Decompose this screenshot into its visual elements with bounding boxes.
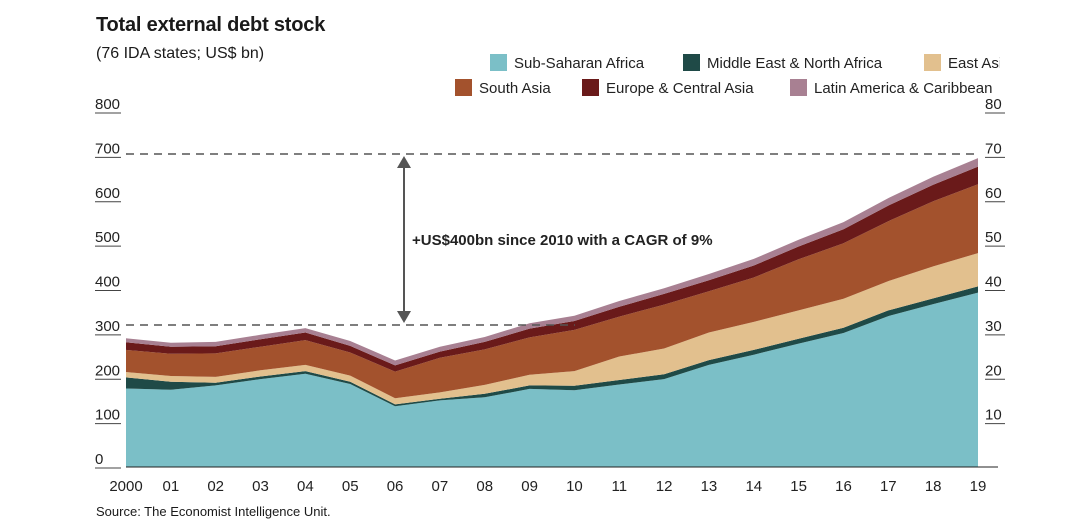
legend-swatch [490, 54, 507, 71]
x-tick-label: 09 [521, 478, 538, 495]
area-east-asia [126, 253, 978, 405]
legend-items: Sub-Saharan Africa Middle East & North Af… [455, 54, 1011, 97]
legend-label: South Asia [479, 80, 551, 97]
legend-swatch [790, 79, 807, 96]
y-tick-label-right: 10 [985, 407, 1002, 424]
legend-label: Sub-Saharan Africa [514, 55, 645, 72]
y-tick-label: 0 [95, 451, 103, 468]
area-south-asia [126, 184, 978, 399]
x-tick-label: 19 [970, 478, 987, 495]
x-tick-label: 13 [701, 478, 718, 495]
y-tick-label-right: 50 [985, 229, 1002, 246]
x-tick-label: 06 [387, 478, 404, 495]
area-latin-america-caribbean [126, 158, 978, 366]
axes: 0100200300400500600700800102030405060708… [95, 96, 1005, 495]
y-tick-label-right: 40 [985, 274, 1002, 291]
y-tick-label: 600 [95, 185, 120, 202]
y-tick-label-right: 20 [985, 362, 1002, 379]
area-europe-central-asia [126, 166, 978, 372]
annotation-group: +US$400bn since 2010 with a CAGR of 9% [126, 153, 978, 326]
x-tick-label: 05 [342, 478, 359, 495]
y-tick-label: 800 [95, 96, 120, 113]
y-tick-label-right: 80 [985, 96, 1002, 113]
area-sub-saharan-africa [126, 292, 978, 467]
x-tick-label: 14 [745, 478, 762, 495]
arrow-up-icon [397, 156, 411, 168]
y-tick-label-right: 60 [985, 185, 1002, 202]
y-tick-label: 400 [95, 274, 120, 291]
x-tick-label: 11 [611, 478, 627, 495]
legend-label: East Asia [948, 55, 1011, 72]
legend: Sub-Saharan Africa Middle East & North Af… [455, 54, 1011, 97]
x-tick-label: 10 [566, 478, 583, 495]
area-layers [126, 158, 978, 467]
y-tick-label: 100 [95, 407, 120, 424]
y-tick-label: 500 [95, 229, 120, 246]
y-tick-label-right: 70 [985, 140, 1002, 157]
annotation-label: +US$400bn since 2010 with a CAGR of 9% [412, 232, 713, 249]
y-tick-label: 300 [95, 318, 120, 335]
x-tick-label: 08 [476, 478, 493, 495]
x-tick-label: 03 [252, 478, 269, 495]
legend-swatch [924, 54, 941, 71]
x-tick-label: 17 [880, 478, 897, 495]
legend-label: Latin America & Caribbean [814, 80, 992, 97]
source-note: Source: The Economist Intelligence Unit. [96, 504, 331, 519]
y-tick-label-right: 30 [985, 318, 1002, 335]
legend-label: Europe & Central Asia [606, 80, 754, 97]
x-tick-label: 12 [656, 478, 673, 495]
arrow-down-icon [397, 311, 411, 323]
legend-swatch [683, 54, 700, 71]
x-tick-label: 15 [790, 478, 807, 495]
y-tick-label: 200 [95, 362, 120, 379]
y-tick-label: 700 [95, 140, 120, 157]
x-tick-label: 18 [925, 478, 942, 495]
chart-subtitle: (76 IDA states; US$ bn) [96, 45, 265, 62]
legend-label: Middle East & North Africa [707, 55, 883, 72]
chart-title: Total external debt stock [96, 14, 326, 36]
x-tick-label: 02 [207, 478, 224, 495]
x-tick-label: 04 [297, 478, 314, 495]
x-tick-label: 2000 [109, 478, 142, 495]
x-tick-label: 07 [432, 478, 449, 495]
legend-swatch [582, 79, 599, 96]
x-tick-label: 16 [835, 478, 852, 495]
legend-swatch [455, 79, 472, 96]
x-tick-label: 01 [162, 478, 179, 495]
